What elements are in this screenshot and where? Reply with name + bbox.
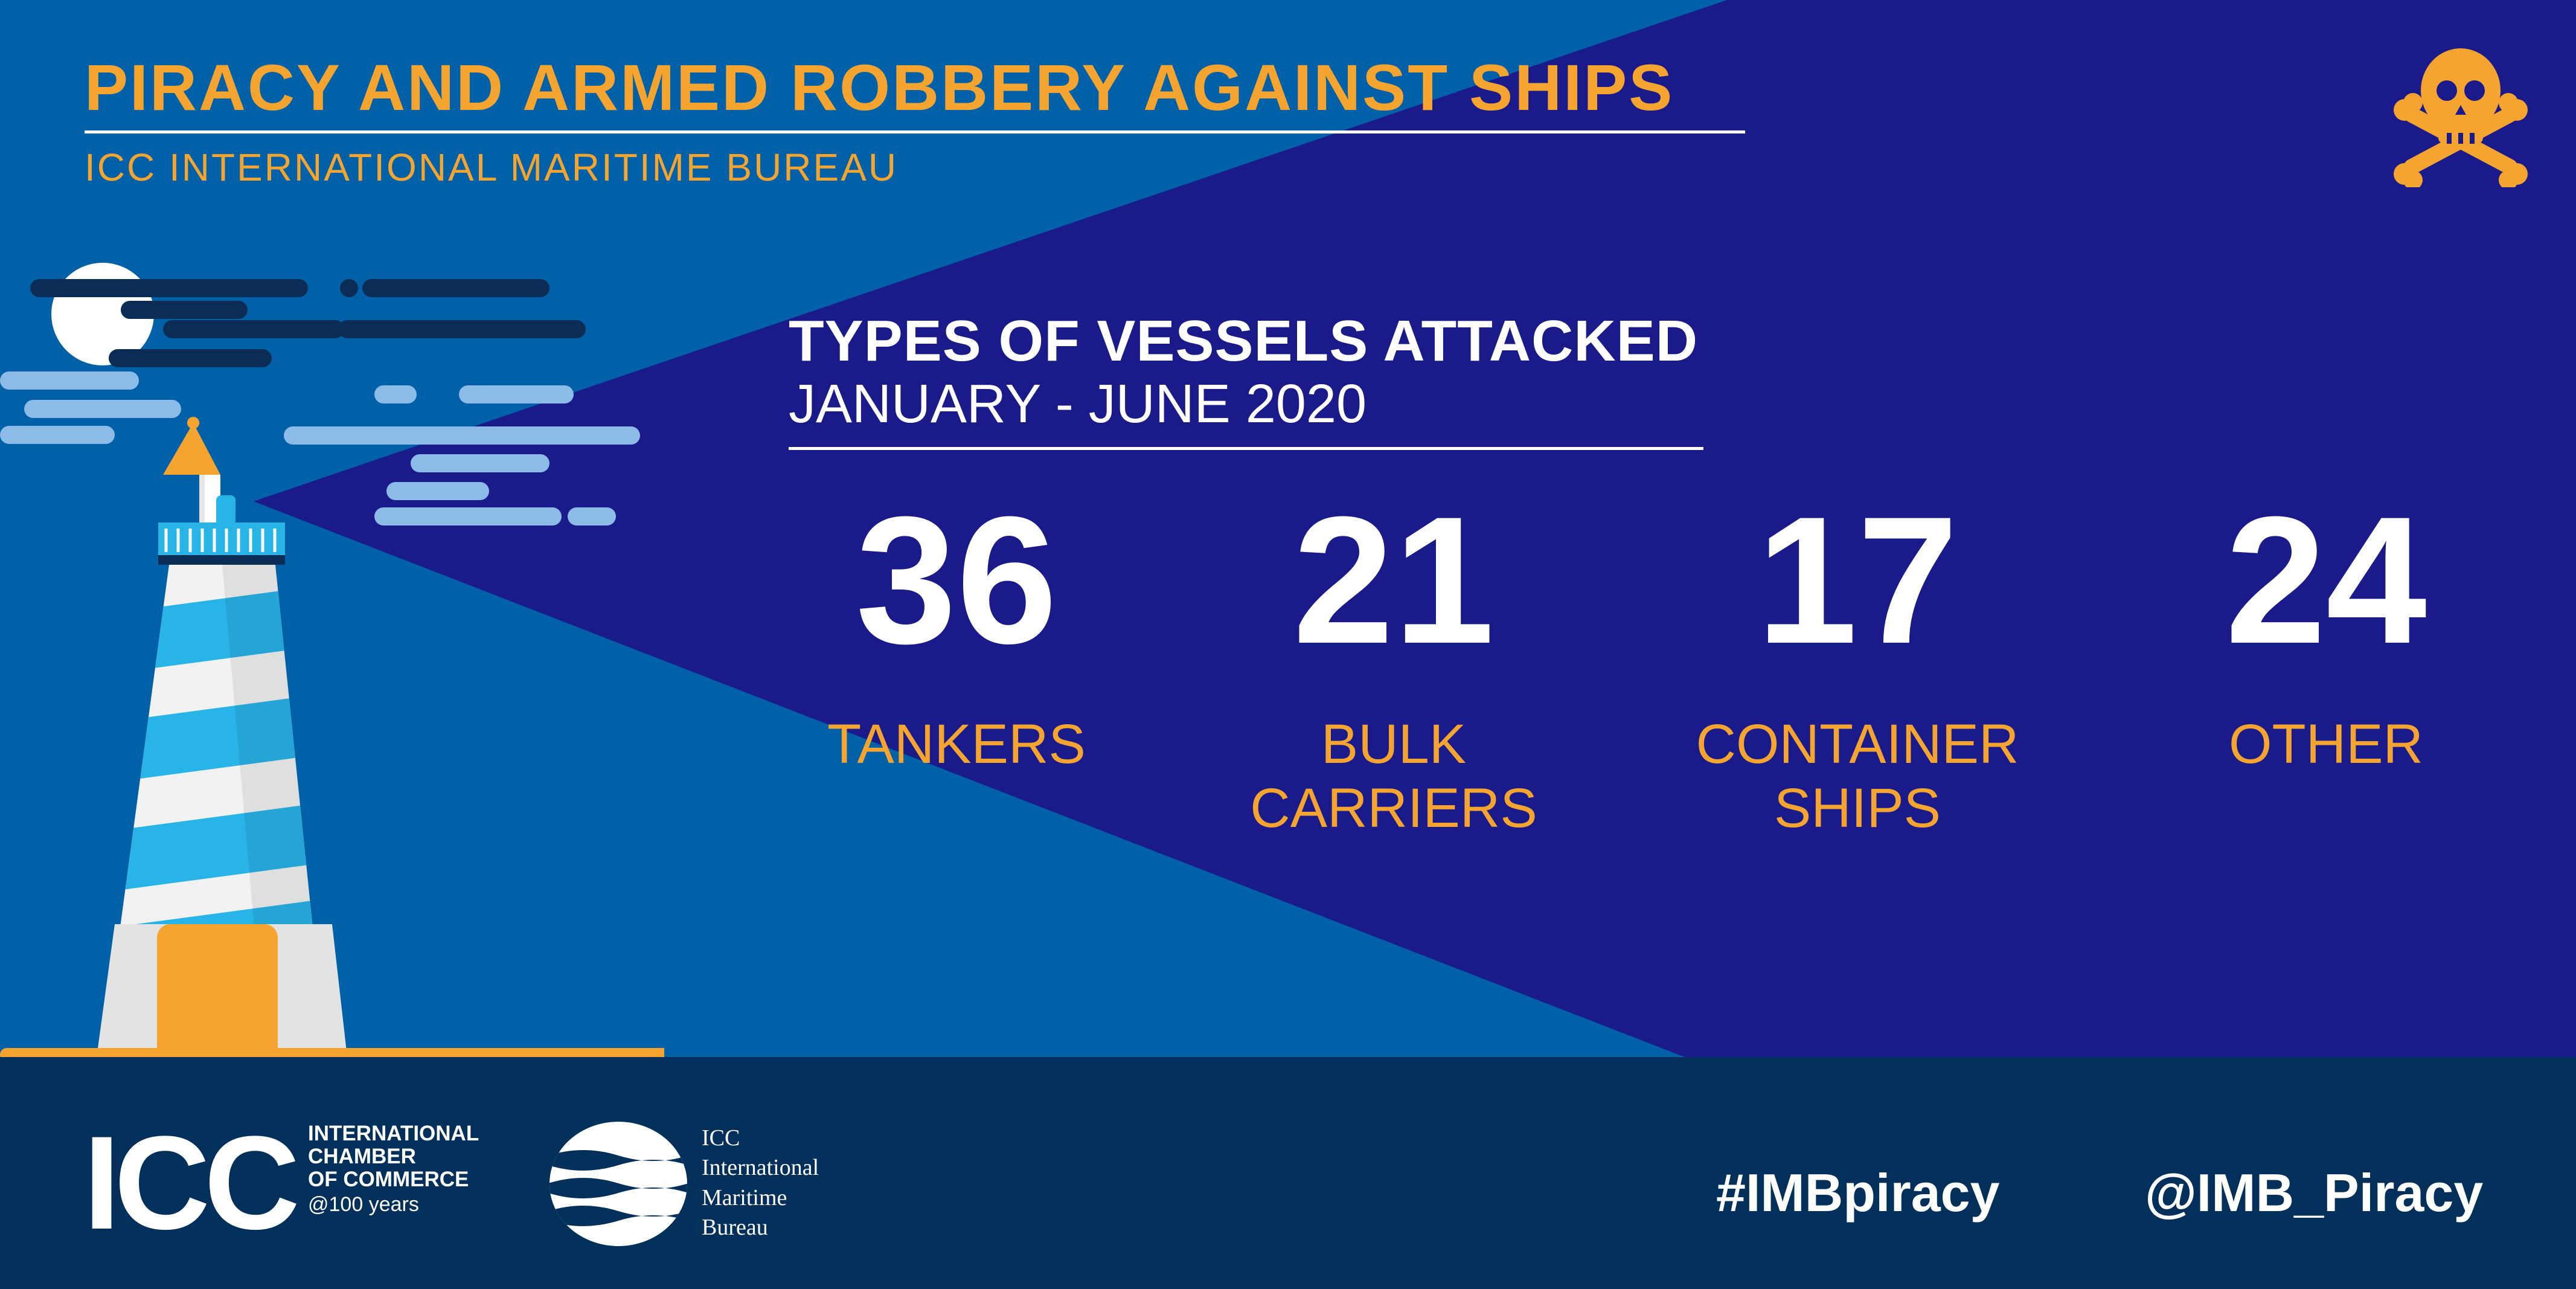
icc-name: INTERNATIONAL CHAMBER OF COMMERCE [308, 1122, 479, 1191]
imb-name: ICC International Maritime Bureau [702, 1125, 819, 1241]
section-title: TYPES OF VESSELS ATTACKED [789, 309, 1699, 373]
stat-label: TANKERS [827, 713, 1086, 775]
page-title: PIRACY AND ARMED ROBBERY AGAINST SHIPS [85, 51, 1674, 124]
hashtag: #IMBpiracy [1716, 1163, 2000, 1223]
stat-other: 24 OTHER [2133, 489, 2519, 777]
stat-bulk-carriers: 21 BULK CARRIERS [1200, 489, 1587, 841]
icc-logo: ICC [83, 1108, 300, 1257]
imb-wave-logo [549, 1122, 687, 1246]
icc-anniversary: @100 years [308, 1193, 419, 1216]
light-clouds [0, 371, 640, 526]
stat-container-ships: 17 CONTAINER SHIPS [1664, 489, 2051, 841]
twitter-handle: @IMB_Piracy [2145, 1163, 2484, 1223]
skull-crossbones-icon [2394, 48, 2528, 187]
dark-clouds [30, 279, 586, 367]
stat-value: 21 [1293, 478, 1495, 681]
footer [0, 1057, 2576, 1289]
lighthouse-illustration [0, 263, 664, 1063]
stat-label: OTHER [2229, 713, 2423, 775]
page-subtitle: ICC INTERNATIONAL MARITIME BUREAU [85, 146, 899, 189]
stat-label: CONTAINER SHIPS [1696, 713, 2019, 839]
stat-value: 24 [2225, 478, 2427, 681]
section-period: JANUARY - JUNE 2020 [789, 374, 1367, 434]
stat-tankers: 36 TANKERS [763, 489, 1150, 777]
stat-value: 36 [856, 478, 1057, 681]
title-divider [85, 130, 1745, 133]
stat-label: BULK CARRIERS [1250, 713, 1537, 839]
stat-value: 17 [1757, 478, 1958, 681]
section-divider [789, 447, 1703, 450]
